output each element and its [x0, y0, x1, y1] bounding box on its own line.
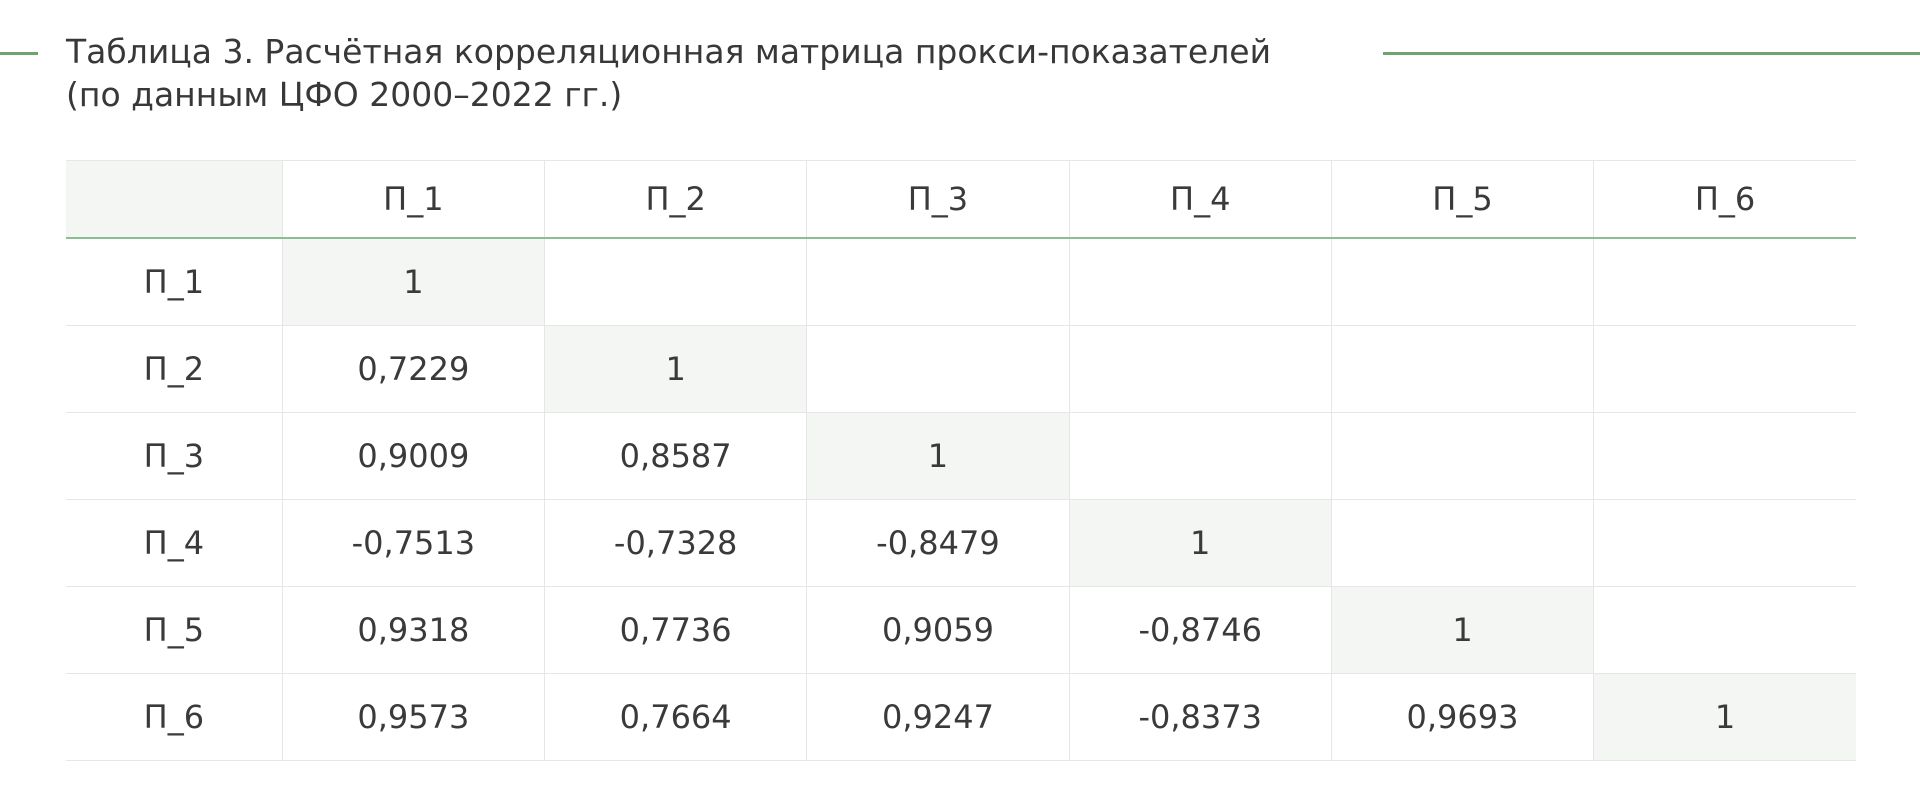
column-header: П_6: [1593, 160, 1856, 239]
column-header: П_4: [1068, 160, 1332, 239]
table-cell: 0,9318: [281, 586, 546, 674]
row-label: П_1: [66, 237, 283, 326]
table-cell: 0,9059: [806, 586, 1070, 674]
table-body: П_1 1 П_2 0,7229 1 П_3 0,9009 0,8587 1: [66, 237, 1856, 761]
table-cell-diagonal: 1: [281, 237, 546, 326]
table-cell-diagonal: 1: [1330, 586, 1595, 674]
table-cell: [1330, 412, 1595, 500]
table-cell: [1593, 586, 1856, 674]
header-row: П_1 П_2 П_3 П_4 П_5 П_6: [66, 160, 1856, 239]
table-row: П_3 0,9009 0,8587 1: [66, 412, 1856, 500]
column-header: П_2: [544, 160, 808, 239]
table-cell: 0,9247: [806, 673, 1070, 761]
table-row: П_5 0,9318 0,7736 0,9059 -0,8746 1: [66, 586, 1856, 674]
caption-line-2: (по данным ЦФО 2000–2022 гг.): [66, 75, 623, 114]
table-row: П_6 0,9573 0,7664 0,9247 -0,8373 0,9693 …: [66, 673, 1856, 761]
table-cell: -0,8746: [1068, 586, 1332, 674]
table-cell: [806, 325, 1070, 413]
caption-rule-left: [0, 52, 38, 55]
row-label: П_2: [66, 325, 283, 413]
caption-line-1: Таблица 3. Расчётная корреляционная матр…: [66, 32, 1272, 71]
table-cell: 0,7736: [544, 586, 808, 674]
table-cell-diagonal: 1: [806, 412, 1070, 500]
column-header: П_5: [1330, 160, 1595, 239]
row-label: П_3: [66, 412, 283, 500]
table-cell: [1068, 325, 1332, 413]
table-cell: [1593, 412, 1856, 500]
table-cell: [1068, 412, 1332, 500]
table-cell-diagonal: 1: [1593, 673, 1856, 761]
table-cell: -0,7328: [544, 499, 808, 587]
header-corner-cell: [66, 160, 283, 239]
table-row: П_1 1: [66, 237, 1856, 326]
table-row: П_4 -0,7513 -0,7328 -0,8479 1: [66, 499, 1856, 587]
table-cell: [1593, 237, 1856, 326]
row-label: П_6: [66, 673, 283, 761]
table-cell: 0,9693: [1330, 673, 1595, 761]
table-cell: [1330, 237, 1595, 326]
column-header: П_3: [806, 160, 1070, 239]
table-cell: 0,9009: [281, 412, 546, 500]
table-cell: [1330, 499, 1595, 587]
correlation-matrix-table: П_1 П_2 П_3 П_4 П_5 П_6 П_1 1 П_2 0,7229…: [66, 160, 1856, 761]
caption-rule-right: [1383, 52, 1920, 55]
table-cell: [1330, 325, 1595, 413]
table-cell: [1068, 237, 1332, 326]
table-cell: [544, 237, 808, 326]
table-row: П_2 0,7229 1: [66, 325, 1856, 413]
table-cell: 0,8587: [544, 412, 808, 500]
table-cell: 0,7664: [544, 673, 808, 761]
table-caption: Таблица 3. Расчётная корреляционная матр…: [66, 30, 1366, 116]
row-label: П_5: [66, 586, 283, 674]
table-cell-diagonal: 1: [1068, 499, 1332, 587]
table-cell: -0,8373: [1068, 673, 1332, 761]
table-header: П_1 П_2 П_3 П_4 П_5 П_6: [66, 160, 1856, 239]
table-cell: [1593, 499, 1856, 587]
table-cell: -0,7513: [281, 499, 546, 587]
column-header: П_1: [281, 160, 546, 239]
table-cell-diagonal: 1: [544, 325, 808, 413]
table-cell: 0,7229: [281, 325, 546, 413]
table-cell: [1593, 325, 1856, 413]
table-cell: 0,9573: [281, 673, 546, 761]
table-cell: [806, 237, 1070, 326]
row-label: П_4: [66, 499, 283, 587]
table-cell: -0,8479: [806, 499, 1070, 587]
